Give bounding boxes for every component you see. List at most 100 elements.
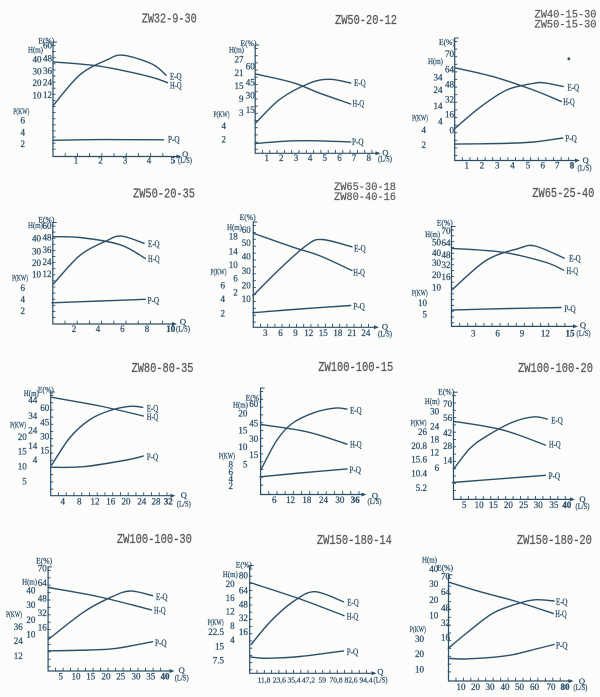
svg-text:32: 32 bbox=[239, 613, 248, 623]
svg-text:5: 5 bbox=[526, 160, 531, 170]
svg-text:H-Q: H-Q bbox=[567, 266, 579, 276]
svg-text:70: 70 bbox=[442, 226, 452, 236]
svg-text:E(%): E(%) bbox=[36, 555, 52, 565]
svg-text:7.5: 7.5 bbox=[213, 655, 225, 665]
svg-text:H-Q: H-Q bbox=[563, 97, 575, 107]
svg-text:64: 64 bbox=[442, 238, 452, 248]
svg-text:ZW100-100-15: ZW100-100-15 bbox=[318, 360, 393, 376]
svg-text:35,4: 35,4 bbox=[287, 675, 300, 684]
svg-text:11,8: 11,8 bbox=[258, 675, 271, 684]
svg-text:10: 10 bbox=[242, 294, 252, 304]
svg-text:5: 5 bbox=[22, 477, 27, 487]
svg-text:20: 20 bbox=[238, 408, 248, 418]
svg-text:40: 40 bbox=[33, 54, 43, 64]
svg-text:H-Q: H-Q bbox=[170, 80, 182, 90]
svg-text:E(%): E(%) bbox=[241, 38, 257, 48]
svg-text:12: 12 bbox=[430, 448, 439, 458]
svg-text:24: 24 bbox=[43, 77, 53, 87]
svg-text:36: 36 bbox=[43, 245, 53, 255]
svg-text:5.2: 5.2 bbox=[416, 483, 427, 493]
svg-text:6: 6 bbox=[337, 153, 342, 163]
svg-text:48: 48 bbox=[441, 603, 451, 613]
svg-text:P(KW): P(KW) bbox=[13, 106, 29, 116]
svg-text:60: 60 bbox=[246, 61, 256, 71]
svg-text:48: 48 bbox=[43, 53, 53, 63]
svg-text:27: 27 bbox=[235, 54, 245, 64]
svg-text:60: 60 bbox=[43, 221, 53, 231]
svg-text:64: 64 bbox=[445, 64, 455, 74]
svg-text:18: 18 bbox=[430, 435, 440, 445]
svg-text:(L/S): (L/S) bbox=[178, 156, 192, 165]
svg-text:E(%): E(%) bbox=[38, 215, 54, 225]
svg-text:32: 32 bbox=[164, 497, 174, 507]
svg-text:35: 35 bbox=[549, 500, 559, 510]
svg-text:2: 2 bbox=[221, 308, 226, 318]
svg-text:30: 30 bbox=[415, 634, 425, 644]
svg-text:10: 10 bbox=[238, 442, 248, 452]
svg-text:(L/S): (L/S) bbox=[368, 497, 382, 506]
svg-text:3: 3 bbox=[263, 328, 268, 338]
svg-text:P(KW): P(KW) bbox=[10, 420, 26, 430]
svg-text:E-Q: E-Q bbox=[354, 244, 366, 254]
svg-text:P-Q: P-Q bbox=[549, 471, 561, 481]
svg-text:16: 16 bbox=[441, 633, 451, 643]
svg-text:6: 6 bbox=[495, 328, 500, 338]
svg-text:25: 25 bbox=[116, 672, 126, 682]
svg-text:15: 15 bbox=[566, 328, 576, 338]
svg-text:10: 10 bbox=[33, 90, 43, 100]
svg-text:6: 6 bbox=[540, 160, 545, 170]
svg-text:15: 15 bbox=[489, 500, 499, 510]
svg-text:40: 40 bbox=[432, 248, 442, 258]
svg-text:8: 8 bbox=[230, 621, 235, 631]
svg-text:E-Q: E-Q bbox=[148, 239, 160, 249]
svg-text:40: 40 bbox=[26, 586, 36, 596]
svg-text:10: 10 bbox=[26, 630, 36, 640]
svg-text:14: 14 bbox=[28, 441, 38, 451]
svg-text:50: 50 bbox=[432, 237, 442, 247]
svg-text:1: 1 bbox=[464, 160, 469, 170]
svg-text:15: 15 bbox=[319, 328, 329, 338]
svg-text:6: 6 bbox=[435, 463, 440, 473]
svg-text:P(KW): P(KW) bbox=[412, 288, 428, 298]
svg-text:35: 35 bbox=[146, 672, 156, 682]
svg-text:4: 4 bbox=[438, 116, 443, 126]
svg-text:E(%): E(%) bbox=[437, 563, 453, 573]
svg-text:ZW65-25-40: ZW65-25-40 bbox=[532, 186, 594, 202]
svg-text:H-Q: H-Q bbox=[350, 440, 362, 450]
svg-text:P-Q: P-Q bbox=[155, 638, 167, 648]
svg-text:1: 1 bbox=[264, 153, 269, 163]
svg-text:2: 2 bbox=[480, 160, 485, 170]
svg-text:7: 7 bbox=[555, 160, 560, 170]
svg-text:60: 60 bbox=[249, 399, 259, 409]
svg-text:16: 16 bbox=[442, 272, 452, 282]
svg-text:7: 7 bbox=[352, 153, 357, 163]
svg-text:E-Q: E-Q bbox=[170, 71, 182, 81]
svg-text:60: 60 bbox=[40, 403, 50, 413]
svg-text:(L/S): (L/S) bbox=[573, 683, 587, 692]
svg-text:3: 3 bbox=[495, 160, 500, 170]
svg-text:ZW150-180-20: ZW150-180-20 bbox=[517, 533, 592, 549]
svg-text:14: 14 bbox=[229, 246, 239, 256]
svg-text:ZW100-100-20: ZW100-100-20 bbox=[518, 361, 593, 377]
svg-text:18: 18 bbox=[333, 328, 343, 338]
svg-text:30: 30 bbox=[430, 407, 440, 417]
svg-text:5: 5 bbox=[58, 672, 63, 682]
svg-text:H(m): H(m) bbox=[428, 56, 443, 66]
svg-text:(L/S): (L/S) bbox=[378, 330, 392, 339]
svg-text:50: 50 bbox=[242, 238, 252, 248]
svg-text:6: 6 bbox=[120, 324, 125, 334]
svg-text:H(m): H(m) bbox=[24, 388, 39, 398]
svg-text:H(m): H(m) bbox=[223, 569, 238, 579]
svg-text:0: 0 bbox=[450, 125, 455, 135]
svg-text:16: 16 bbox=[106, 497, 116, 507]
svg-text:(L/S): (L/S) bbox=[177, 499, 191, 508]
svg-text:30: 30 bbox=[40, 432, 50, 442]
svg-text:(L/S): (L/S) bbox=[576, 502, 590, 511]
svg-text:Q: Q bbox=[377, 667, 383, 677]
svg-text:Q: Q bbox=[382, 148, 388, 158]
svg-text:4: 4 bbox=[422, 125, 427, 135]
svg-text:(L/S): (L/S) bbox=[577, 329, 591, 338]
svg-text:9: 9 bbox=[520, 328, 525, 338]
svg-text:24: 24 bbox=[319, 495, 329, 505]
svg-text:H(m): H(m) bbox=[28, 45, 43, 55]
